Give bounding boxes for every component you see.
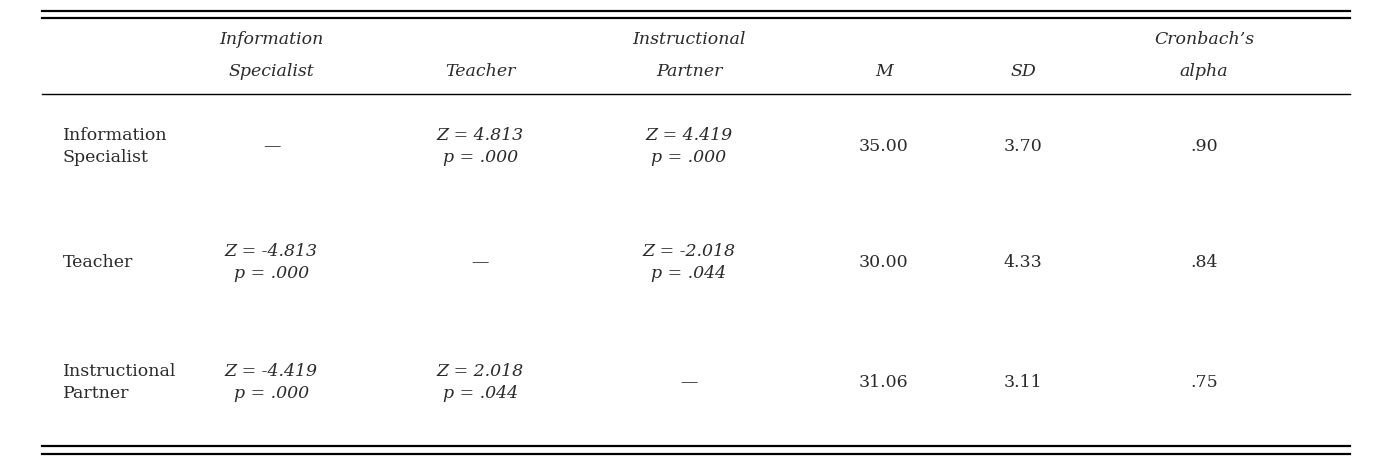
Text: Z = -4.419
p = .000: Z = -4.419 p = .000 [226,363,317,401]
Text: Z = 2.018
p = .044: Z = 2.018 p = .044 [437,363,523,401]
Text: .84: .84 [1190,253,1218,270]
Text: Teacher: Teacher [445,63,515,80]
Text: 4.33: 4.33 [1004,253,1043,270]
Text: 35.00: 35.00 [859,138,909,154]
Text: Teacher: Teacher [63,253,134,270]
Text: Cronbach’s: Cronbach’s [1154,31,1254,48]
Text: —: — [263,138,280,154]
Text: Z = -2.018
p = .044: Z = -2.018 p = .044 [643,242,735,281]
Text: Information
Specialist: Information Specialist [63,126,167,165]
Text: Partner: Partner [656,63,722,80]
Text: Information: Information [220,31,323,48]
Text: Z = -4.813
p = .000: Z = -4.813 p = .000 [226,242,317,281]
Text: 31.06: 31.06 [859,374,909,390]
Text: M: M [876,63,892,80]
Text: Specialist: Specialist [228,63,315,80]
Text: Instructional
Partner: Instructional Partner [63,363,175,401]
Text: Instructional: Instructional [632,31,746,48]
Text: —: — [472,253,489,270]
Text: .75: .75 [1190,374,1218,390]
Text: Z = 4.813
p = .000: Z = 4.813 p = .000 [437,126,523,165]
Text: 3.70: 3.70 [1004,138,1043,154]
Text: SD: SD [1011,63,1036,80]
Text: .90: .90 [1190,138,1218,154]
Text: alpha: alpha [1180,63,1228,80]
Text: 30.00: 30.00 [859,253,909,270]
Text: —: — [681,374,697,390]
Text: 3.11: 3.11 [1004,374,1043,390]
Text: Z = 4.419
p = .000: Z = 4.419 p = .000 [646,126,732,165]
